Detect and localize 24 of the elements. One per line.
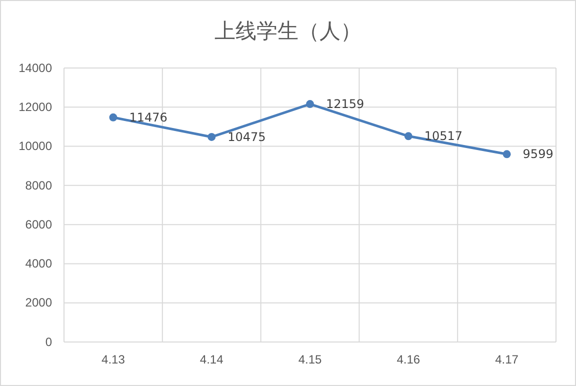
x-tick-label: 4.15 (298, 352, 322, 367)
point (109, 113, 118, 122)
y-tick-label: 4000 (25, 256, 52, 271)
x-tick-label: 4.14 (200, 352, 224, 367)
point (404, 132, 412, 140)
data-label: 10475 (228, 130, 266, 144)
point (306, 100, 314, 108)
data-label: 12159 (326, 97, 364, 112)
y-tick-label: 2000 (25, 296, 52, 310)
x-tick-label: 4.16 (396, 352, 420, 367)
y-tick-label: 6000 (25, 217, 52, 232)
y-tick-label: 14000 (18, 60, 52, 75)
point (208, 133, 216, 141)
point (502, 150, 511, 158)
y-tick-label: 8000 (25, 178, 52, 192)
x-tick-label: 4.17 (495, 352, 519, 367)
x-tick-label: 4.13 (102, 352, 126, 367)
data-label: 10517 (424, 129, 463, 144)
data-label: 9599 (522, 147, 554, 162)
chart-title: 上线学生（人） (214, 19, 362, 43)
data-label: 11476 (129, 110, 168, 124)
y-tick-label: 10000 (18, 139, 52, 154)
y-tick-label: 12000 (18, 100, 52, 114)
y-tick-label: 0 (45, 334, 52, 349)
